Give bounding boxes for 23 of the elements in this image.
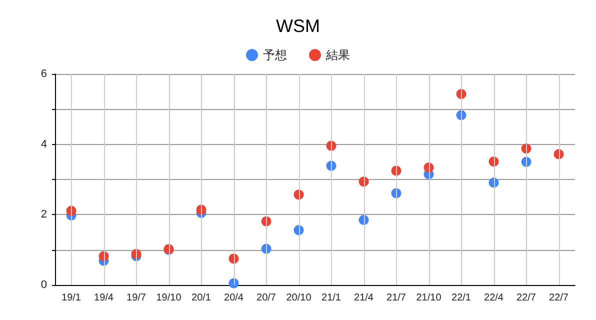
legend-label: 予想	[263, 48, 287, 62]
x-tick-label: 21/1	[322, 292, 342, 304]
x-tick-label: 22/1	[452, 292, 472, 304]
y-tick-label: 6	[40, 68, 47, 80]
x-tick-label: 20/1	[192, 292, 212, 304]
x-tick-label: 21/7	[386, 292, 406, 304]
x-tick-label: 22/7	[549, 292, 569, 304]
y-tick-label: 4	[40, 138, 47, 150]
x-tick-label: 19/4	[94, 292, 114, 304]
y-tick-label: 2	[40, 208, 47, 221]
x-tick-label: 20/7	[256, 292, 276, 304]
x-tick-label: 21/4	[354, 292, 374, 304]
y-tick-label: 0	[40, 279, 47, 291]
chart-title: WSM	[276, 16, 320, 36]
x-tick-label: 21/10	[416, 292, 442, 304]
x-tick-label: 20/4	[224, 292, 244, 304]
x-tick-label: 19/10	[156, 292, 182, 304]
legend-label: 結果	[325, 48, 350, 62]
x-tick-label: 22/4	[484, 292, 504, 304]
x-tick-label: 19/7	[126, 292, 146, 304]
x-tick-label: 20/10	[286, 292, 312, 304]
x-tick-label: 22/7	[516, 292, 536, 304]
x-tick-label: 19/1	[62, 292, 82, 304]
